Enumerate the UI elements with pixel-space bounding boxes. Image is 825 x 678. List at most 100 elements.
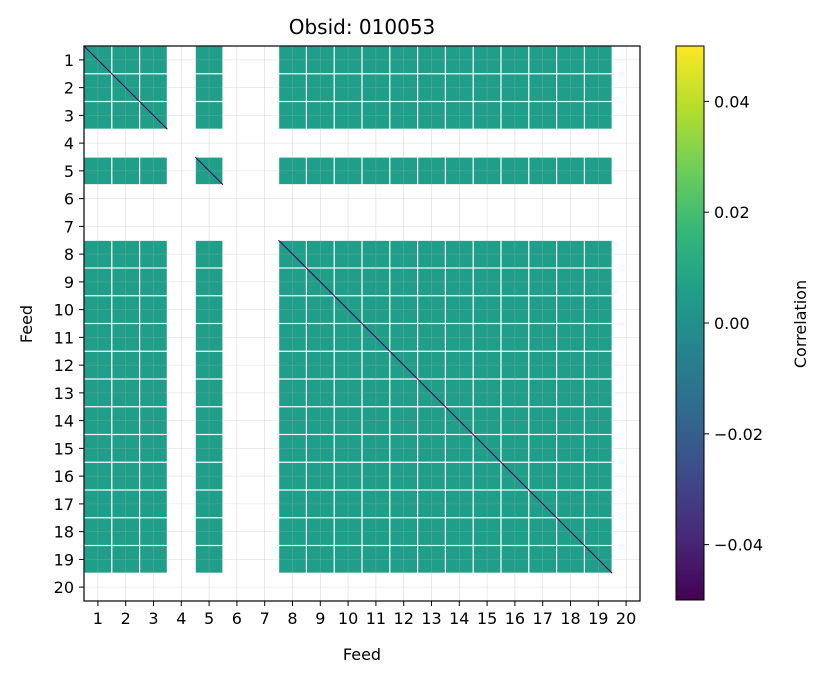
y-tick-label-8: 8: [64, 245, 74, 264]
heatmap-cell-1-13: [418, 46, 445, 74]
diagonal-segment-14: [445, 406, 474, 435]
diagonal-segment-8: [278, 239, 307, 269]
x-tick-label-14: 14: [449, 609, 469, 628]
heatmap-cell-2-17: [529, 74, 556, 101]
colorbar-tick-label: −0.04: [714, 536, 763, 555]
heatmap-cell-13-8: [279, 379, 306, 407]
chart-title: Obsid: 010053: [289, 15, 436, 39]
heatmap-cell-18-2: [112, 518, 139, 545]
heatmap-cell-3-10: [334, 102, 362, 129]
heatmap-cell-19-9: [307, 546, 334, 573]
colorbar-tick-label: 0.04: [714, 92, 750, 111]
x-tick-label-10: 10: [338, 609, 358, 628]
diagonal-segment-1: [83, 45, 113, 75]
heatmap-cell-9-14: [446, 268, 473, 296]
y-tick-label-15: 15: [54, 439, 74, 458]
heatmap-cell-1-9: [307, 46, 334, 74]
heatmap-cell-2-9: [307, 74, 334, 101]
gridlines: [84, 46, 640, 601]
heatmap-cell-13-9: [307, 379, 334, 407]
heatmap-cell-5-11: [362, 157, 390, 185]
diagonal-segment-17: [528, 489, 557, 519]
heatmap-cell-10-19: [585, 296, 612, 323]
diagonal-segment-13: [417, 378, 446, 408]
heatmap-cell-13-14: [446, 379, 473, 407]
heatmap-cell-13-19: [585, 379, 612, 407]
plot-frame: [83, 45, 641, 602]
y-tick-label-5: 5: [64, 162, 74, 181]
heatmap-cell-2-15: [473, 74, 501, 101]
heatmap-cell-11-8: [279, 324, 306, 351]
heatmap-cell-11-9: [307, 324, 334, 351]
diagonal-segment-2: [111, 73, 140, 102]
heatmap-cell-12-18: [557, 351, 584, 379]
heatmap-cell-10-8: [279, 296, 306, 323]
heatmap-cell-12-10: [334, 351, 362, 379]
heatmap-cell-16-2: [112, 462, 139, 490]
heatmap-cell-17-2: [112, 490, 139, 518]
heatmap-cell-1-8: [279, 46, 306, 74]
colorbar-ticks: 0.04 0.02 0.00 −0.02 −0.04: [704, 92, 763, 555]
y-tick-label-4: 4: [64, 134, 74, 153]
heatmap-cell-5-13: [418, 157, 445, 185]
heatmap-cell-14-16: [501, 407, 529, 434]
heatmap-cell-17-12: [390, 490, 417, 518]
heatmap-cell-18-9: [307, 518, 334, 545]
heatmap-cell-13-15: [473, 379, 501, 407]
y-tick-label-1: 1: [64, 51, 74, 70]
x-tick-label-3: 3: [148, 609, 158, 628]
heatmap-cell-2-18: [557, 74, 584, 101]
heatmap-cell-13-18: [557, 379, 584, 407]
heatmap-cell-15-16: [501, 435, 529, 462]
heatmap-cell-18-3: [140, 518, 167, 545]
heatmap-cell-17-16: [501, 490, 529, 518]
heatmap-cell-17-1: [84, 490, 112, 518]
heatmap-cell-1-5: [195, 46, 223, 74]
heatmap-cell-12-3: [140, 351, 167, 379]
heatmap-plot-area: 1 2 3 4 5 6 7 8 9 10 11 12 13 14 15 16 17 18 19 20 12345678…: [54, 45, 641, 628]
y-tick-label-20: 20: [54, 578, 74, 597]
heatmap-cell-11-10: [334, 324, 362, 351]
colorbar-tick-label: 0.02: [714, 203, 750, 222]
x-axis-ticks: 1 2 3 4 5 6 7 8 9 10 11 12 13 14 15 16 17 18 19 20: [93, 601, 636, 628]
heatmap-cell-2-19: [585, 74, 612, 101]
heatmap-cell-18-13: [418, 518, 445, 545]
heatmap-cell-15-12: [390, 435, 417, 462]
heatmap-cell-5-18: [557, 157, 584, 185]
x-tick-label-17: 17: [533, 609, 553, 628]
heatmap-cell-10-13: [418, 296, 445, 323]
heatmap-cell-10-18: [557, 296, 584, 323]
heatmap-cell-8-12: [390, 240, 417, 268]
heatmap-cell-15-18: [557, 435, 584, 462]
heatmap-cell-11-16: [501, 324, 529, 351]
heatmap-cell-14-2: [112, 407, 139, 434]
x-tick-label-20: 20: [616, 609, 636, 628]
heatmap-cell-14-1: [84, 407, 112, 434]
heatmap-cell-1-15: [473, 46, 501, 74]
heatmap-cell-9-8: [279, 268, 306, 296]
diagonal-segment-5: [194, 156, 224, 186]
y-tick-label-10: 10: [54, 301, 74, 320]
heatmap-cell-13-10: [334, 379, 362, 407]
heatmap-cell-8-1: [84, 240, 112, 268]
diagonal-segment-10: [333, 295, 363, 324]
heatmap-cell-10-9: [307, 296, 334, 323]
heatmap-cell-5-8: [279, 157, 306, 185]
y-tick-label-13: 13: [54, 384, 74, 403]
heatmap-cell-3-17: [529, 102, 556, 129]
diagonal-segment-19: [584, 545, 613, 574]
heatmap-cell-10-2: [112, 296, 139, 323]
heatmap-cell-18-16: [501, 518, 529, 545]
heatmap-cell-9-2: [112, 268, 139, 296]
heatmap-cell-8-19: [585, 240, 612, 268]
heatmap-cell-18-15: [473, 518, 501, 545]
heatmap-cell-1-16: [501, 46, 529, 74]
heatmap-cell-17-3: [140, 490, 167, 518]
heatmap-cell-3-5: [195, 102, 223, 129]
x-tick-label-6: 6: [232, 609, 242, 628]
heatmap-cell-14-12: [390, 407, 417, 434]
heatmap-cell-2-12: [390, 74, 417, 101]
heatmap-cell-9-12: [390, 268, 417, 296]
